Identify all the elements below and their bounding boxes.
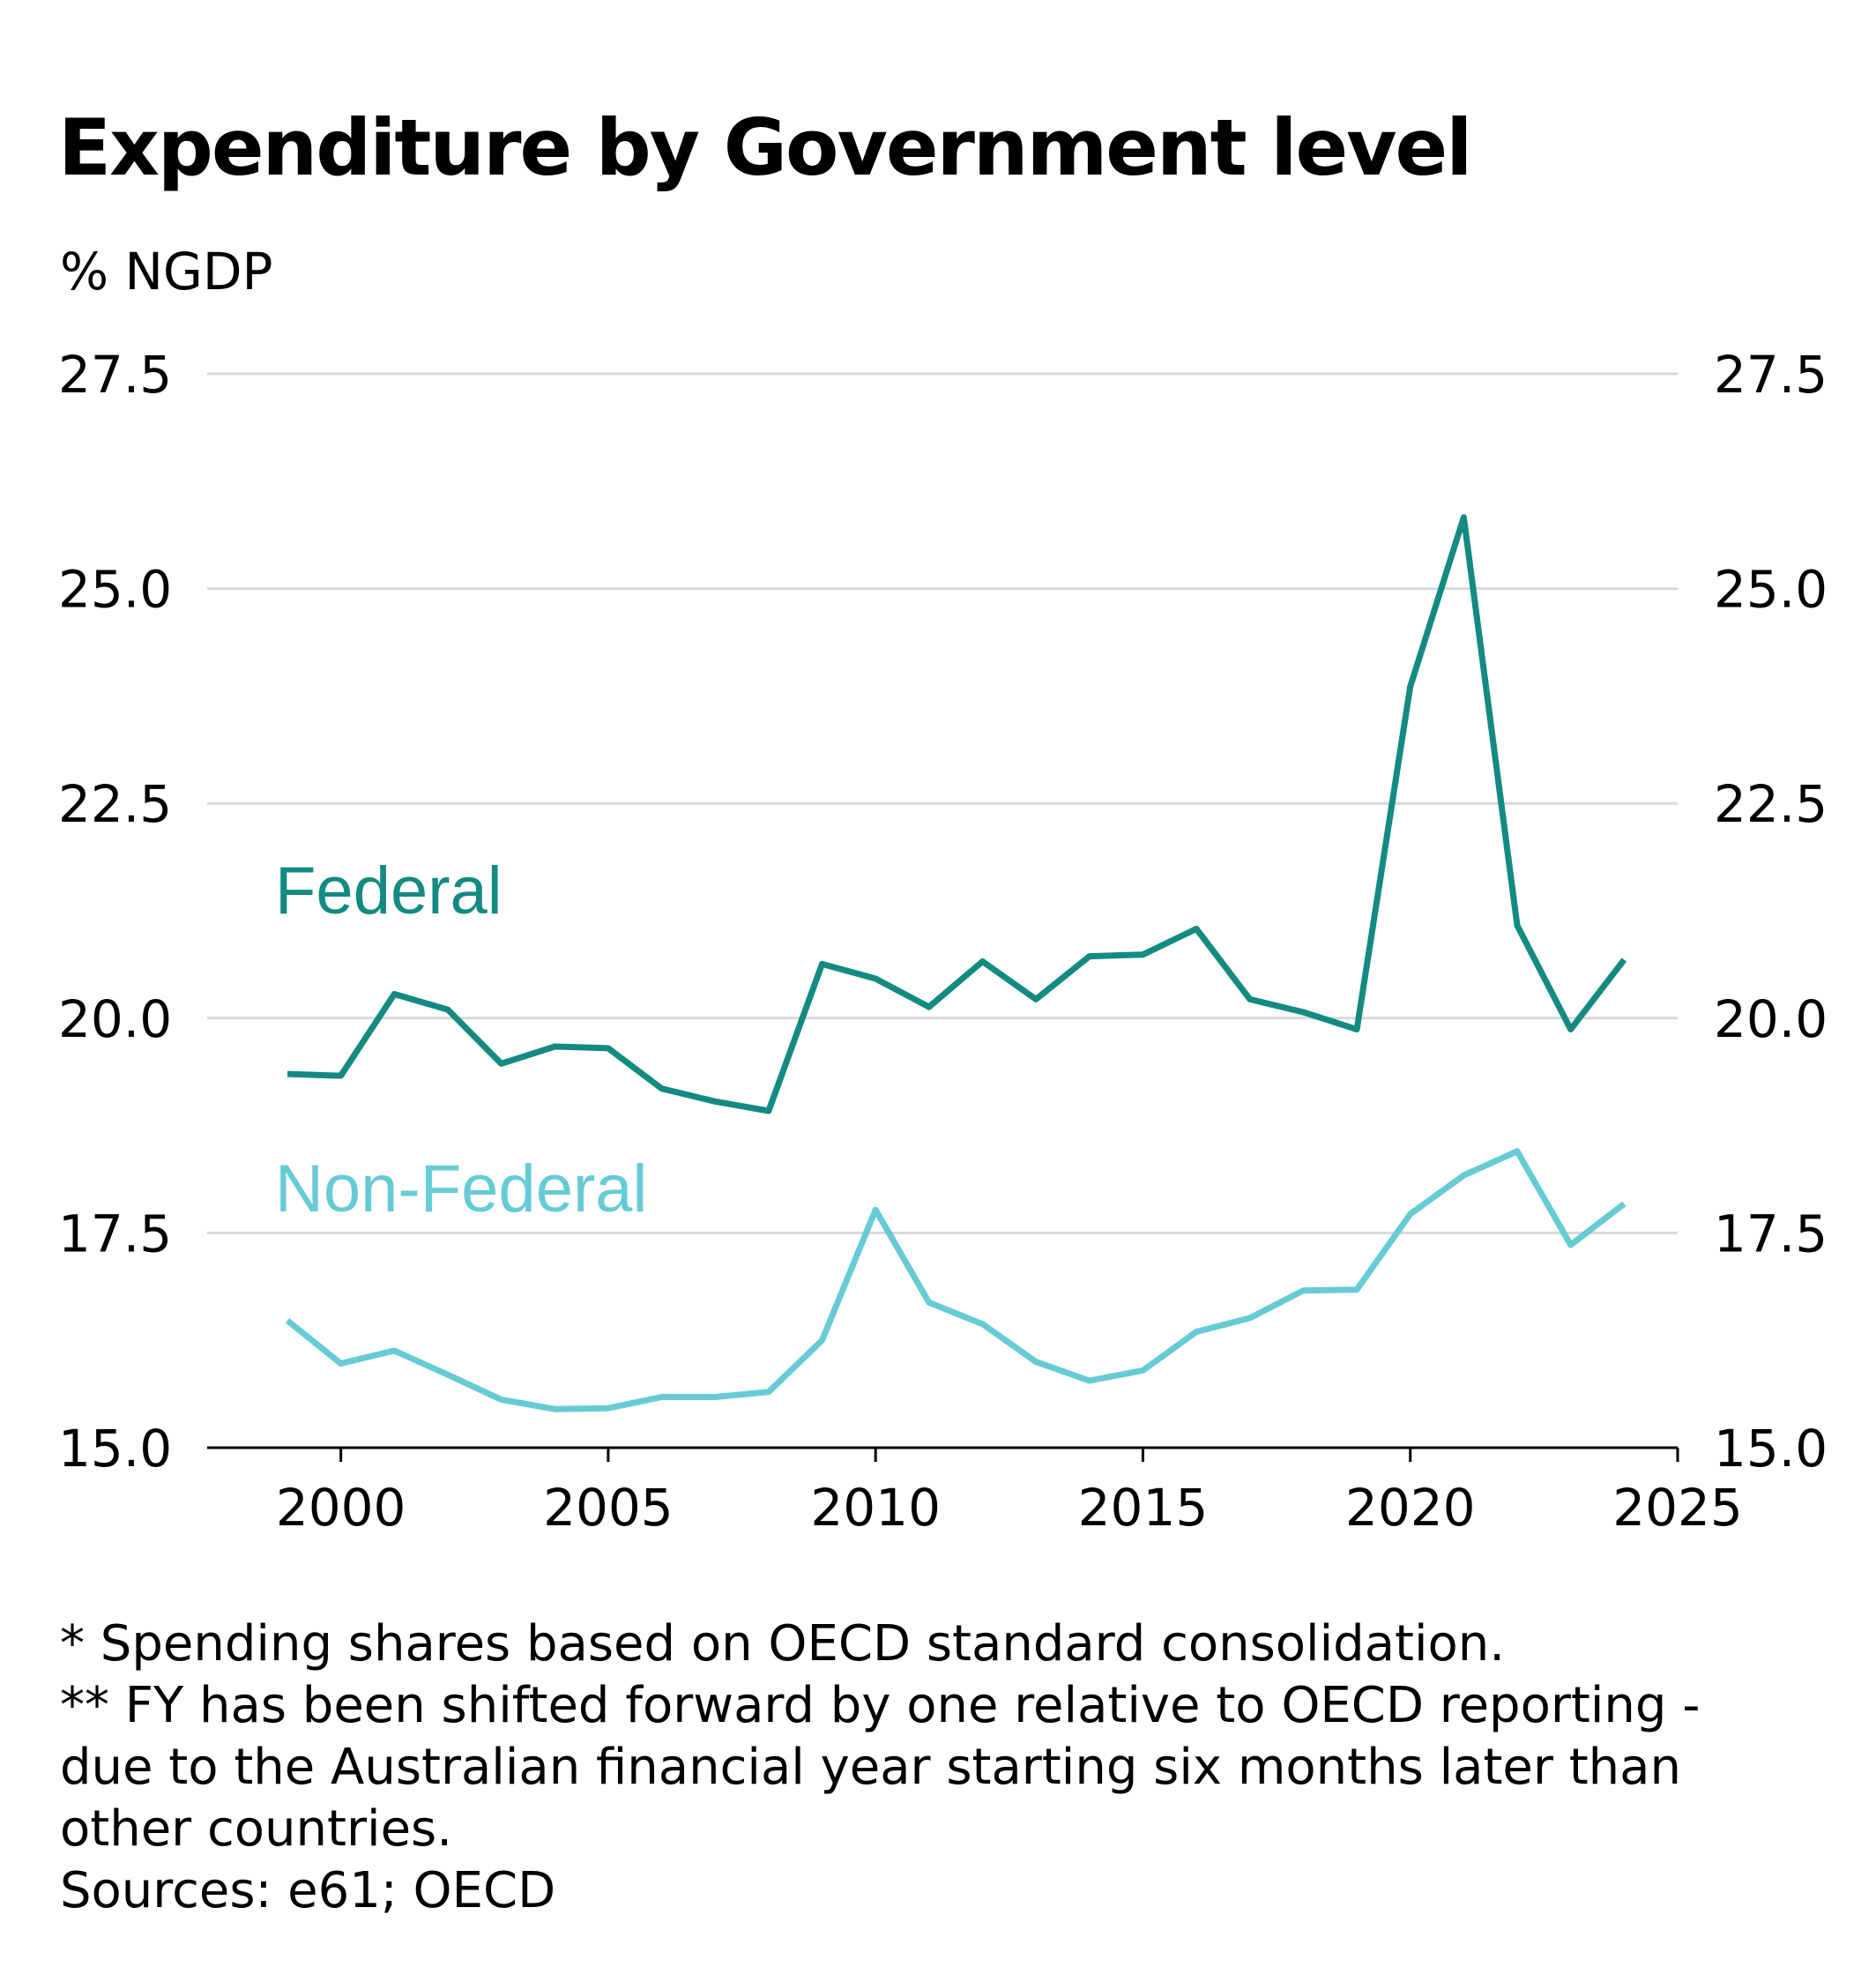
source-note: Sources: e61; OECD [60, 1862, 556, 1919]
series-lines [285, 514, 1627, 1412]
y-axis-unit-label: % NGDP [60, 242, 273, 302]
x-axis-labels: 2000 2005 2010 2015 2020 2025 [276, 1478, 1743, 1538]
footnote-line: due to the Australian financial year sta… [60, 1739, 1681, 1796]
x-tick-label: 2005 [543, 1478, 674, 1538]
footnote-line: ** FY has been shifted forward by one re… [60, 1677, 1701, 1734]
series-label-federal: Federal [275, 853, 502, 928]
y-tick-label-left: 20.0 [58, 989, 172, 1049]
y-tick-label-left: 22.5 [58, 774, 172, 834]
y-tick-label-right: 25.0 [1714, 560, 1828, 620]
y-tick-label-left: 25.0 [58, 560, 172, 620]
y-tick-label-right: 22.5 [1714, 774, 1828, 834]
x-axis [207, 1446, 1679, 1462]
footnote-line: * Spending shares based on OECD standard… [60, 1615, 1506, 1673]
y-tick-label-right: 27.5 [1714, 345, 1828, 405]
x-tick-label: 2020 [1345, 1478, 1476, 1538]
y-tick-label-right: 20.0 [1714, 989, 1828, 1049]
y-axis-right-labels: 15.0 17.5 20.0 22.5 25.0 27.5 [1714, 345, 1828, 1479]
series-label-non-federal: Non-Federal [275, 1151, 647, 1226]
x-tick-label: 2025 [1612, 1478, 1743, 1538]
y-tick-label-left: 27.5 [58, 345, 172, 405]
y-tick-label-right: 15.0 [1714, 1419, 1828, 1479]
series-line-federal [287, 514, 1627, 1114]
x-tick-label: 2015 [1078, 1478, 1209, 1538]
y-tick-label-left: 15.0 [58, 1419, 172, 1479]
y-tick-label-right: 17.5 [1714, 1203, 1828, 1263]
y-axis-left-labels: 15.0 17.5 20.0 22.5 25.0 27.5 [58, 345, 172, 1479]
footnote-line: other countries. [60, 1800, 452, 1858]
chart-title: Expenditure by Government level [58, 102, 1472, 193]
x-tick-label: 2000 [276, 1478, 406, 1538]
y-tick-label-left: 17.5 [58, 1203, 172, 1263]
line-chart: 15.0 17.5 20.0 22.5 25.0 27.5 15.0 17.5 20.0 22.… [58, 345, 1828, 1538]
series-line-non-federal [285, 1148, 1627, 1412]
footnotes: * Spending shares based on OECD standard… [60, 1613, 1700, 1922]
grid-lines [207, 372, 1678, 1234]
x-tick-label: 2010 [810, 1478, 941, 1538]
